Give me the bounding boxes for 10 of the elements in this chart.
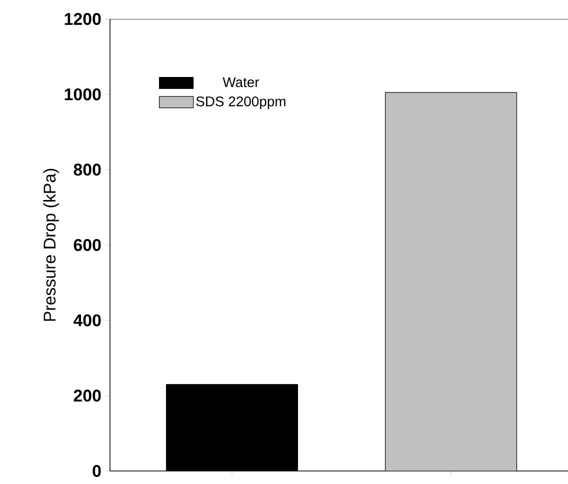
legend-label: SDS 2200ppm: [196, 96, 286, 110]
y-axis-title: Pressure Drop (kPa): [43, 168, 59, 321]
y-tick-label: 200: [74, 390, 101, 402]
y-tick-label: 1000: [64, 88, 101, 100]
legend-label: Water: [222, 77, 260, 88]
y-tick-label: 400: [73, 314, 101, 326]
y-tick-label: 1200: [64, 13, 101, 25]
y-tick-label: 0: [92, 465, 101, 478]
y-tick-label: 800: [74, 164, 101, 176]
y-tick-label: 600: [74, 239, 101, 251]
